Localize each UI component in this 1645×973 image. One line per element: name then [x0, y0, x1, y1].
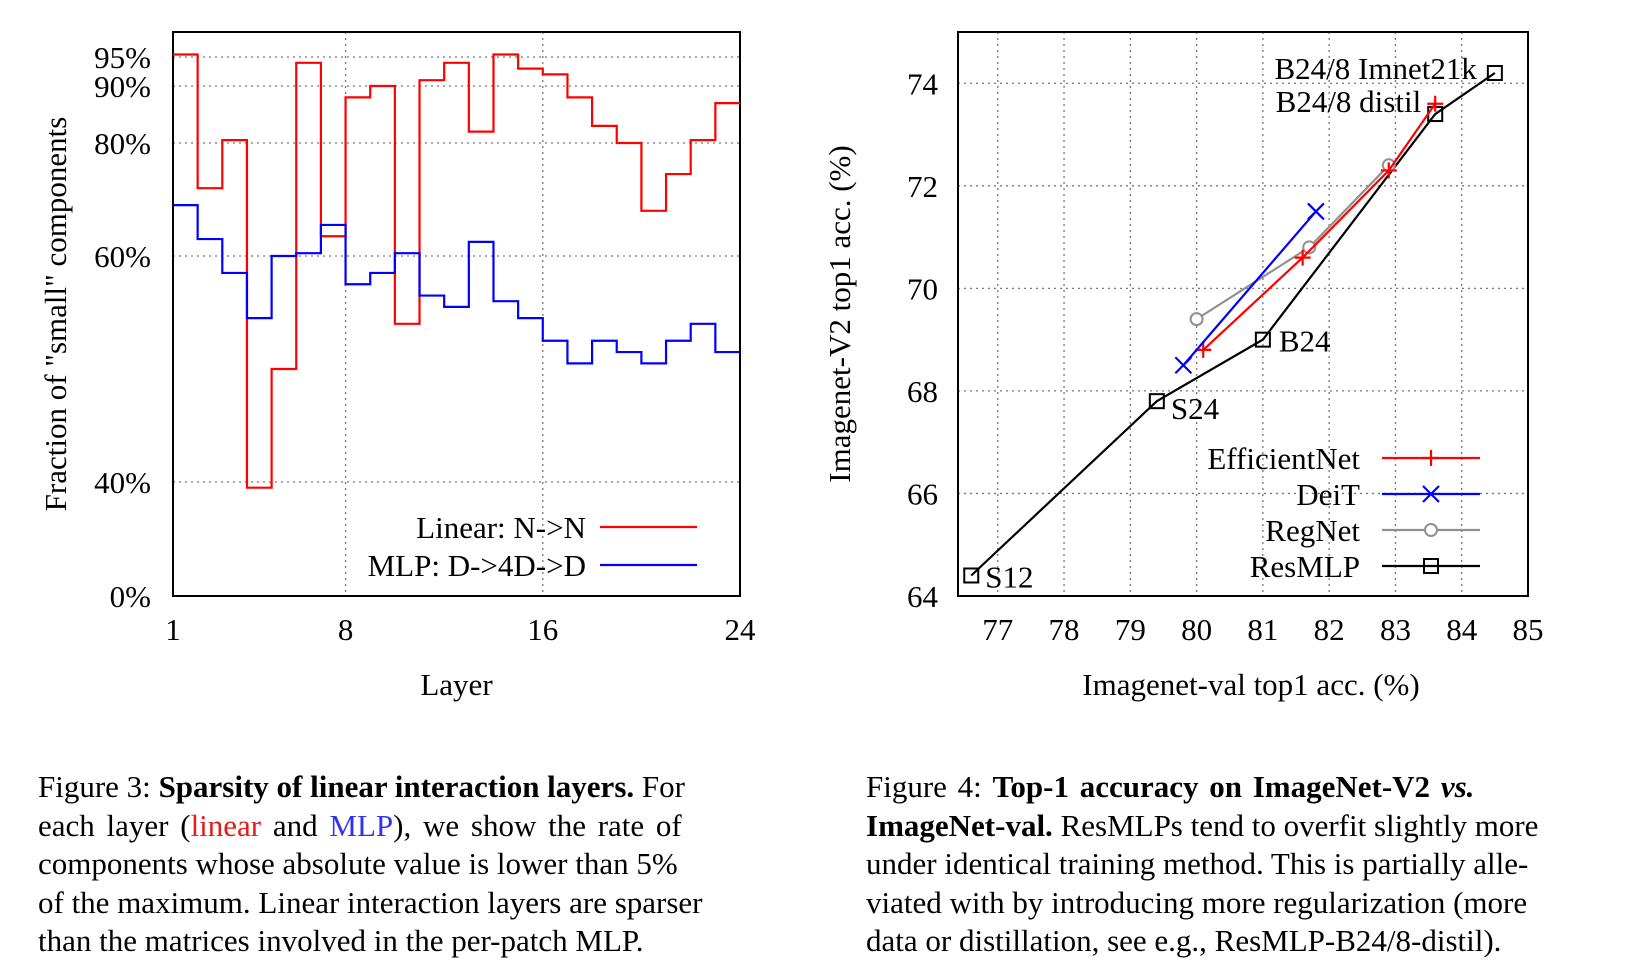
x-tick-label: 82 — [1314, 612, 1345, 647]
y-tick-label: 68 — [907, 374, 938, 409]
y-tick-label: 80% — [94, 126, 151, 161]
figure-4-caption: Figure 4: Top-1 accuracy on ImageNet-V2 … — [866, 768, 1623, 961]
point-annotation: S12 — [985, 559, 1033, 594]
data-point-plus — [1294, 249, 1311, 266]
figure-4-tick-labels: 77 78 79 80 81 82 83 84 85 64 66 68 70 72 74 — [907, 66, 1544, 647]
figure-3-caption: Figure 3: Sparsity of linear interaction… — [38, 768, 800, 961]
caption-line: ImageNet-val. ResMLPs tend to overfit sl… — [866, 807, 1623, 846]
series-line-regnet — [1196, 164, 1390, 321]
figure-4-series — [963, 65, 1503, 584]
figure-3-grid — [173, 32, 740, 596]
y-tick-label: 60% — [94, 239, 151, 274]
caption-line: of the maximum. Linear interaction layer… — [38, 884, 703, 920]
caption-text: ResMLPs tend to overfit slightly more — [1052, 807, 1539, 843]
caption-line: viated with by introducing more regulari… — [866, 884, 1528, 920]
series-line-mlp — [173, 204, 740, 365]
x-tick-label: 8 — [338, 612, 354, 647]
caption-title: ImageNet-val. — [866, 807, 1053, 843]
series-line-efficientnet — [1202, 103, 1437, 351]
caption-line: Figure 3: Sparsity of linear interaction… — [38, 768, 800, 807]
caption-line: under identical training method. This is… — [866, 846, 1529, 881]
x-tick-label: 79 — [1115, 612, 1146, 647]
legend-label: ResMLP — [1250, 549, 1360, 584]
figure-4-accuracy-chart: 77 78 79 80 81 82 83 84 85 64 66 68 70 72 74 S12 S24 B24… — [822, 31, 1544, 702]
point-annotation: B24/8 distil — [1276, 84, 1422, 119]
legend-label: MLP: D->4D->D — [368, 548, 586, 583]
x-tick-label: 83 — [1380, 612, 1411, 647]
figure-4-grid — [958, 32, 1528, 596]
x-tick-label: 24 — [725, 612, 757, 647]
data-point-square — [1486, 65, 1503, 82]
data-point-plus — [1427, 95, 1444, 112]
caption-linear-colored: linear — [190, 807, 262, 843]
y-tick-label: 95% — [94, 40, 151, 75]
caption-title: Top-1 accuracy on ImageNet-V2 — [992, 769, 1441, 804]
y-tick-label: 40% — [94, 465, 151, 500]
caption-line: each layer (linear and MLP), we show the… — [38, 807, 800, 846]
y-tick-label: 70 — [907, 271, 938, 306]
legend-label: Linear: N->N — [416, 510, 586, 545]
figure-4-y-axis-label: Imagenet-V2 top1 acc. (%) — [822, 145, 857, 482]
y-tick-label: 74 — [907, 66, 939, 101]
legend-label: DeiT — [1296, 477, 1360, 512]
x-tick-label: 84 — [1446, 612, 1478, 647]
caption-text: each layer ( — [38, 807, 191, 843]
data-point-cross — [1174, 356, 1193, 375]
y-tick-label: 64 — [907, 579, 939, 614]
caption-title-italic: vs. — [1440, 769, 1475, 804]
data-point-plus — [1380, 162, 1397, 179]
y-tick-label: 72 — [907, 169, 938, 204]
data-point-circle — [1302, 240, 1317, 255]
legend-label: RegNet — [1265, 513, 1360, 548]
x-tick-label: 16 — [527, 612, 558, 647]
caption-figure-label: Figure 4: — [866, 769, 993, 804]
caption-line: components whose absolute value is lower… — [38, 846, 678, 881]
y-tick-label: 66 — [907, 476, 938, 511]
figure-4-plot-frame — [957, 31, 1529, 597]
figure-3-plot-frame — [172, 31, 741, 597]
point-annotation: B24/8 Imnet21k — [1275, 51, 1478, 86]
data-point-square — [1148, 393, 1165, 410]
caption-line: than the matrices involved in the per-pa… — [38, 923, 644, 958]
data-point-square — [1254, 331, 1271, 348]
caption-figure-label: Figure 3: — [38, 769, 159, 804]
x-tick-label: 1 — [165, 612, 181, 647]
data-point-circle — [1424, 523, 1438, 537]
y-tick-label: 90% — [94, 69, 151, 104]
caption-text: ), we show the rate of — [393, 807, 682, 843]
caption-line: data or distillation, see e.g., ResMLP-B… — [866, 923, 1502, 958]
series-line-deit — [1182, 210, 1317, 366]
point-annotation: B24 — [1279, 324, 1331, 359]
figure-3-x-axis-label: Layer — [420, 667, 493, 702]
y-tick-label: 0% — [110, 579, 151, 614]
data-point-cross — [1307, 202, 1325, 221]
caption-line: Figure 4: Top-1 accuracy on ImageNet-V2 … — [866, 768, 1623, 807]
x-tick-label: 78 — [1049, 612, 1080, 647]
series-line-resmlp — [970, 72, 1496, 577]
x-tick-label: 85 — [1513, 612, 1544, 647]
x-tick-label: 77 — [982, 612, 1013, 647]
point-annotation: S24 — [1171, 391, 1220, 426]
caption-title: Sparsity of linear interaction layers. — [158, 769, 635, 804]
data-point-square — [1423, 558, 1439, 574]
figure-4-x-axis-label: Imagenet-val top1 acc. (%) — [1082, 667, 1419, 702]
legend-label: EfficientNet — [1207, 441, 1360, 476]
series-line-linear — [173, 53, 740, 489]
caption-text: For — [634, 769, 685, 804]
x-tick-label: 80 — [1181, 612, 1212, 647]
data-point-cross — [1422, 485, 1440, 503]
data-point-circle — [1189, 312, 1204, 327]
figure-3-tick-labels: 1 8 16 24 0% 40% 60% 80% 90%95% — [94, 40, 756, 647]
figure-3-y-axis-label: Fraction of "small" components — [38, 117, 73, 512]
caption-text: and — [261, 807, 330, 843]
x-tick-label: 81 — [1247, 612, 1278, 647]
data-point-square — [963, 567, 980, 584]
caption-mlp-colored: MLP — [329, 807, 394, 843]
figure-3-sparsity-chart: 1 8 16 24 0% 40% 60% 80% 90%95% Linear: N->NMLP:… — [38, 31, 756, 702]
data-point-plus — [1423, 450, 1439, 466]
figure-3-series — [173, 53, 740, 489]
